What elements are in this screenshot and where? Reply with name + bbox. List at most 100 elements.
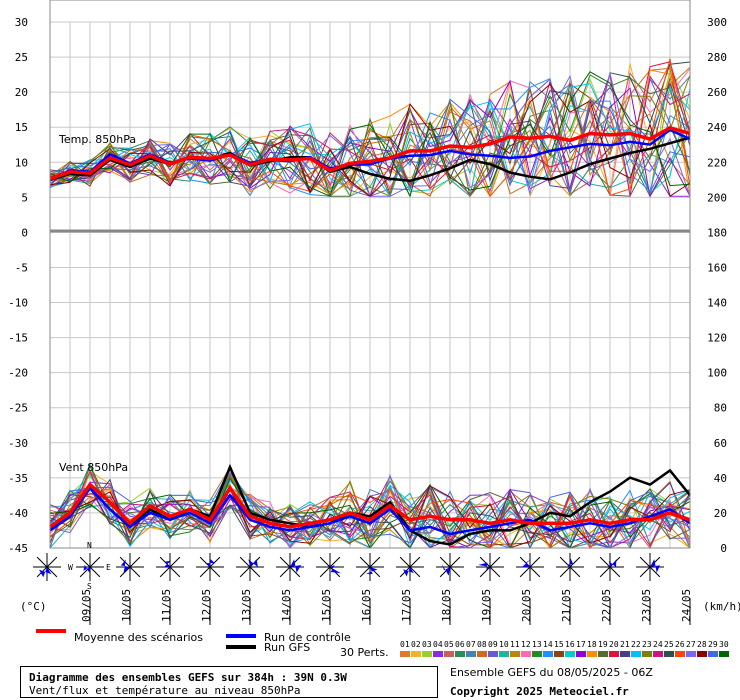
right-tick-label: 20 (714, 507, 727, 520)
pert-legend-swatch (598, 651, 608, 657)
date-label: 16/05 (360, 589, 373, 622)
pert-legend-id: 30 (719, 640, 729, 649)
wind-rose-petal (330, 565, 341, 574)
left-tick-label: -25 (8, 402, 28, 415)
wind-rose-spoke (79, 556, 91, 568)
wind-rose (33, 553, 61, 581)
pert-legend-id: 08 (477, 640, 487, 649)
run-info: Ensemble GEFS du 08/05/2025 - 06Z (450, 666, 653, 679)
right-tick-label: 220 (707, 156, 727, 169)
pert-legend-swatch (499, 651, 509, 657)
wind-rose-spoke (519, 566, 531, 578)
pert-legend-swatch (576, 651, 586, 657)
pert-legend-id: 14 (543, 640, 553, 649)
pert-legend-id: 11 (510, 640, 520, 649)
pert-legend-id: 13 (532, 640, 542, 649)
wind-rose-petal (650, 559, 660, 573)
legend: Moyenne des scénarios Run de contrôle Ru… (36, 629, 729, 659)
date-label: 09/05 (80, 589, 93, 622)
wind-rose-spoke (639, 556, 651, 568)
footer-title: Diagramme des ensembles GEFS sur 384h : … (29, 671, 347, 684)
wind-rose-petal (478, 562, 490, 571)
legend-control-label: Run de contrôle (264, 631, 351, 644)
wind-perturbation-line (49, 475, 691, 547)
wind-rose (236, 553, 264, 581)
wind-rose-spoke (46, 556, 58, 568)
pert-legend-id: 04 (433, 640, 443, 649)
left-axis-unit: (°C) (20, 600, 47, 613)
perturbation-legend: 01 02 03 04 05 06 07 08 09 10 11 12 13 14 15 16 17 18 19 20… (400, 640, 729, 657)
date-label: 13/05 (240, 589, 253, 622)
temp-mean-line (49, 126, 691, 181)
pert-legend-id: 01 (400, 640, 410, 649)
right-tick-label: 60 (714, 437, 727, 450)
wind-rose (356, 553, 384, 581)
wind-rose-spoke (449, 566, 461, 578)
wind-rose (436, 553, 464, 581)
wind-rose (636, 553, 664, 581)
right-tick-label: 260 (707, 86, 727, 99)
pert-legend-swatch (488, 651, 498, 657)
wind-rose-spoke (36, 556, 48, 568)
pert-legend-swatch (664, 651, 674, 657)
pert-legend-swatch (477, 651, 487, 657)
wind-rose-petal (521, 558, 532, 568)
wind-perturbation-line (49, 485, 691, 550)
wind-rose-petal (248, 559, 258, 568)
pert-legend-swatch (444, 651, 454, 657)
wind-rose-spoke (569, 556, 581, 568)
wind-rose-petal (120, 559, 130, 573)
wind-rose (476, 553, 504, 581)
date-label: 12/05 (200, 589, 213, 622)
left-tick-label: -35 (8, 472, 28, 485)
pert-legend-id: 28 (697, 640, 707, 649)
pert-legend-swatch (532, 651, 542, 657)
legend-perts-label: 30 Perts. (340, 646, 389, 659)
pert-legend-swatch (455, 651, 465, 657)
wind-rose-spoke (159, 566, 171, 578)
right-tick-label: 140 (707, 297, 727, 310)
pert-legend-swatch (686, 651, 696, 657)
temp-perturbation-line (49, 98, 690, 197)
pert-legend-id: 16 (565, 640, 575, 649)
pert-legend-swatch (411, 651, 421, 657)
wind-rose-spoke (369, 556, 381, 568)
compass-e: E (106, 563, 111, 572)
pert-legend-id: 06 (455, 640, 465, 649)
wind-rose-spoke (529, 556, 541, 568)
date-label: 19/05 (480, 589, 493, 622)
pert-legend-id: 29 (708, 640, 718, 649)
footer-box: Diagramme des ensembles GEFS sur 384h : … (20, 666, 438, 698)
wind-rose-petal (163, 560, 172, 568)
wind-rose (196, 553, 224, 581)
pert-legend-id: 05 (444, 640, 454, 649)
date-label: 22/05 (600, 589, 613, 622)
left-tick-label: 30 (15, 16, 28, 29)
pert-legend-id: 17 (576, 640, 586, 649)
left-tick-label: 20 (15, 86, 28, 99)
wind-rose-spoke (279, 566, 291, 578)
wind-rose-spoke (359, 566, 371, 578)
wind-control-line (49, 486, 691, 536)
wind-rose-spoke (239, 566, 251, 578)
date-label: 23/05 (640, 589, 653, 622)
pert-legend-swatch (554, 651, 564, 657)
right-tick-label: 240 (707, 121, 727, 134)
pert-legend-id: 07 (466, 640, 476, 649)
date-label: 21/05 (560, 589, 573, 622)
right-tick-label: 120 (707, 332, 727, 345)
wind-rose-spoke (89, 556, 101, 568)
right-tick-label: 300 (707, 16, 727, 29)
pert-legend-id: 23 (642, 640, 652, 649)
pert-legend-swatch (631, 651, 641, 657)
wind-rose-spoke (129, 556, 141, 568)
footer-subtitle: Vent/flux et température au niveau 850hP… (29, 684, 301, 697)
right-axis-unit: (km/h) (703, 600, 740, 613)
wind-rose-spoke (209, 566, 221, 578)
left-tick-label: -10 (8, 297, 28, 310)
right-tick-label: 180 (707, 226, 727, 239)
date-label: 10/05 (120, 589, 133, 622)
pert-legend-id: 12 (521, 640, 531, 649)
wind-rose-spoke (409, 566, 421, 578)
